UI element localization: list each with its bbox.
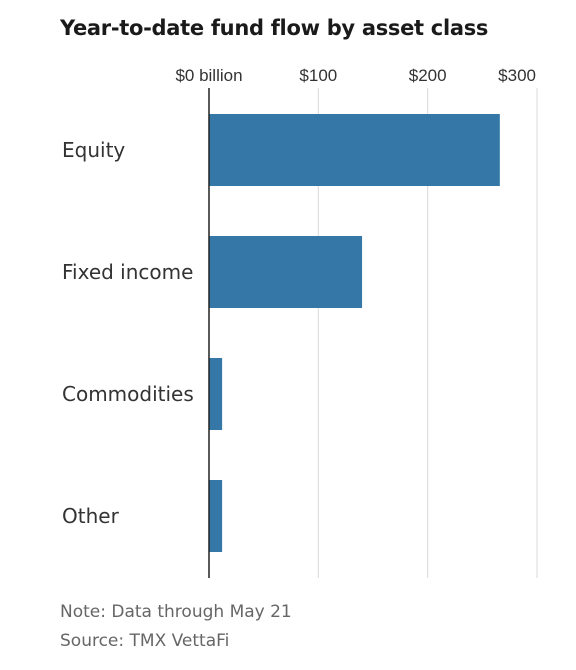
chart-note: Note: Data through May 21	[60, 602, 292, 622]
bar	[209, 114, 500, 186]
x-tick-label: $100	[299, 66, 337, 85]
x-tick-label: $0 billion	[175, 66, 242, 85]
category-label: Other	[62, 504, 120, 528]
category-labels: Equity Fixed income Commodities Other	[62, 138, 194, 528]
category-label: Commodities	[62, 382, 194, 406]
x-tick-label: $300	[498, 66, 536, 85]
bar	[209, 358, 223, 430]
bar-chart: $0 billion $100 $200 $300 Equity Fixed incom…	[62, 66, 538, 578]
x-tick-label: $200	[409, 66, 447, 85]
chart-source: Source: TMX VettaFi	[60, 631, 230, 651]
chart-title: Year-to-date fund flow by asset class	[60, 16, 489, 40]
bar	[209, 480, 223, 552]
category-label: Fixed income	[62, 260, 193, 284]
x-tick-labels: $0 billion $100 $200 $300	[175, 66, 536, 85]
bars	[209, 114, 500, 552]
bar	[209, 236, 363, 308]
category-label: Equity	[62, 138, 125, 162]
